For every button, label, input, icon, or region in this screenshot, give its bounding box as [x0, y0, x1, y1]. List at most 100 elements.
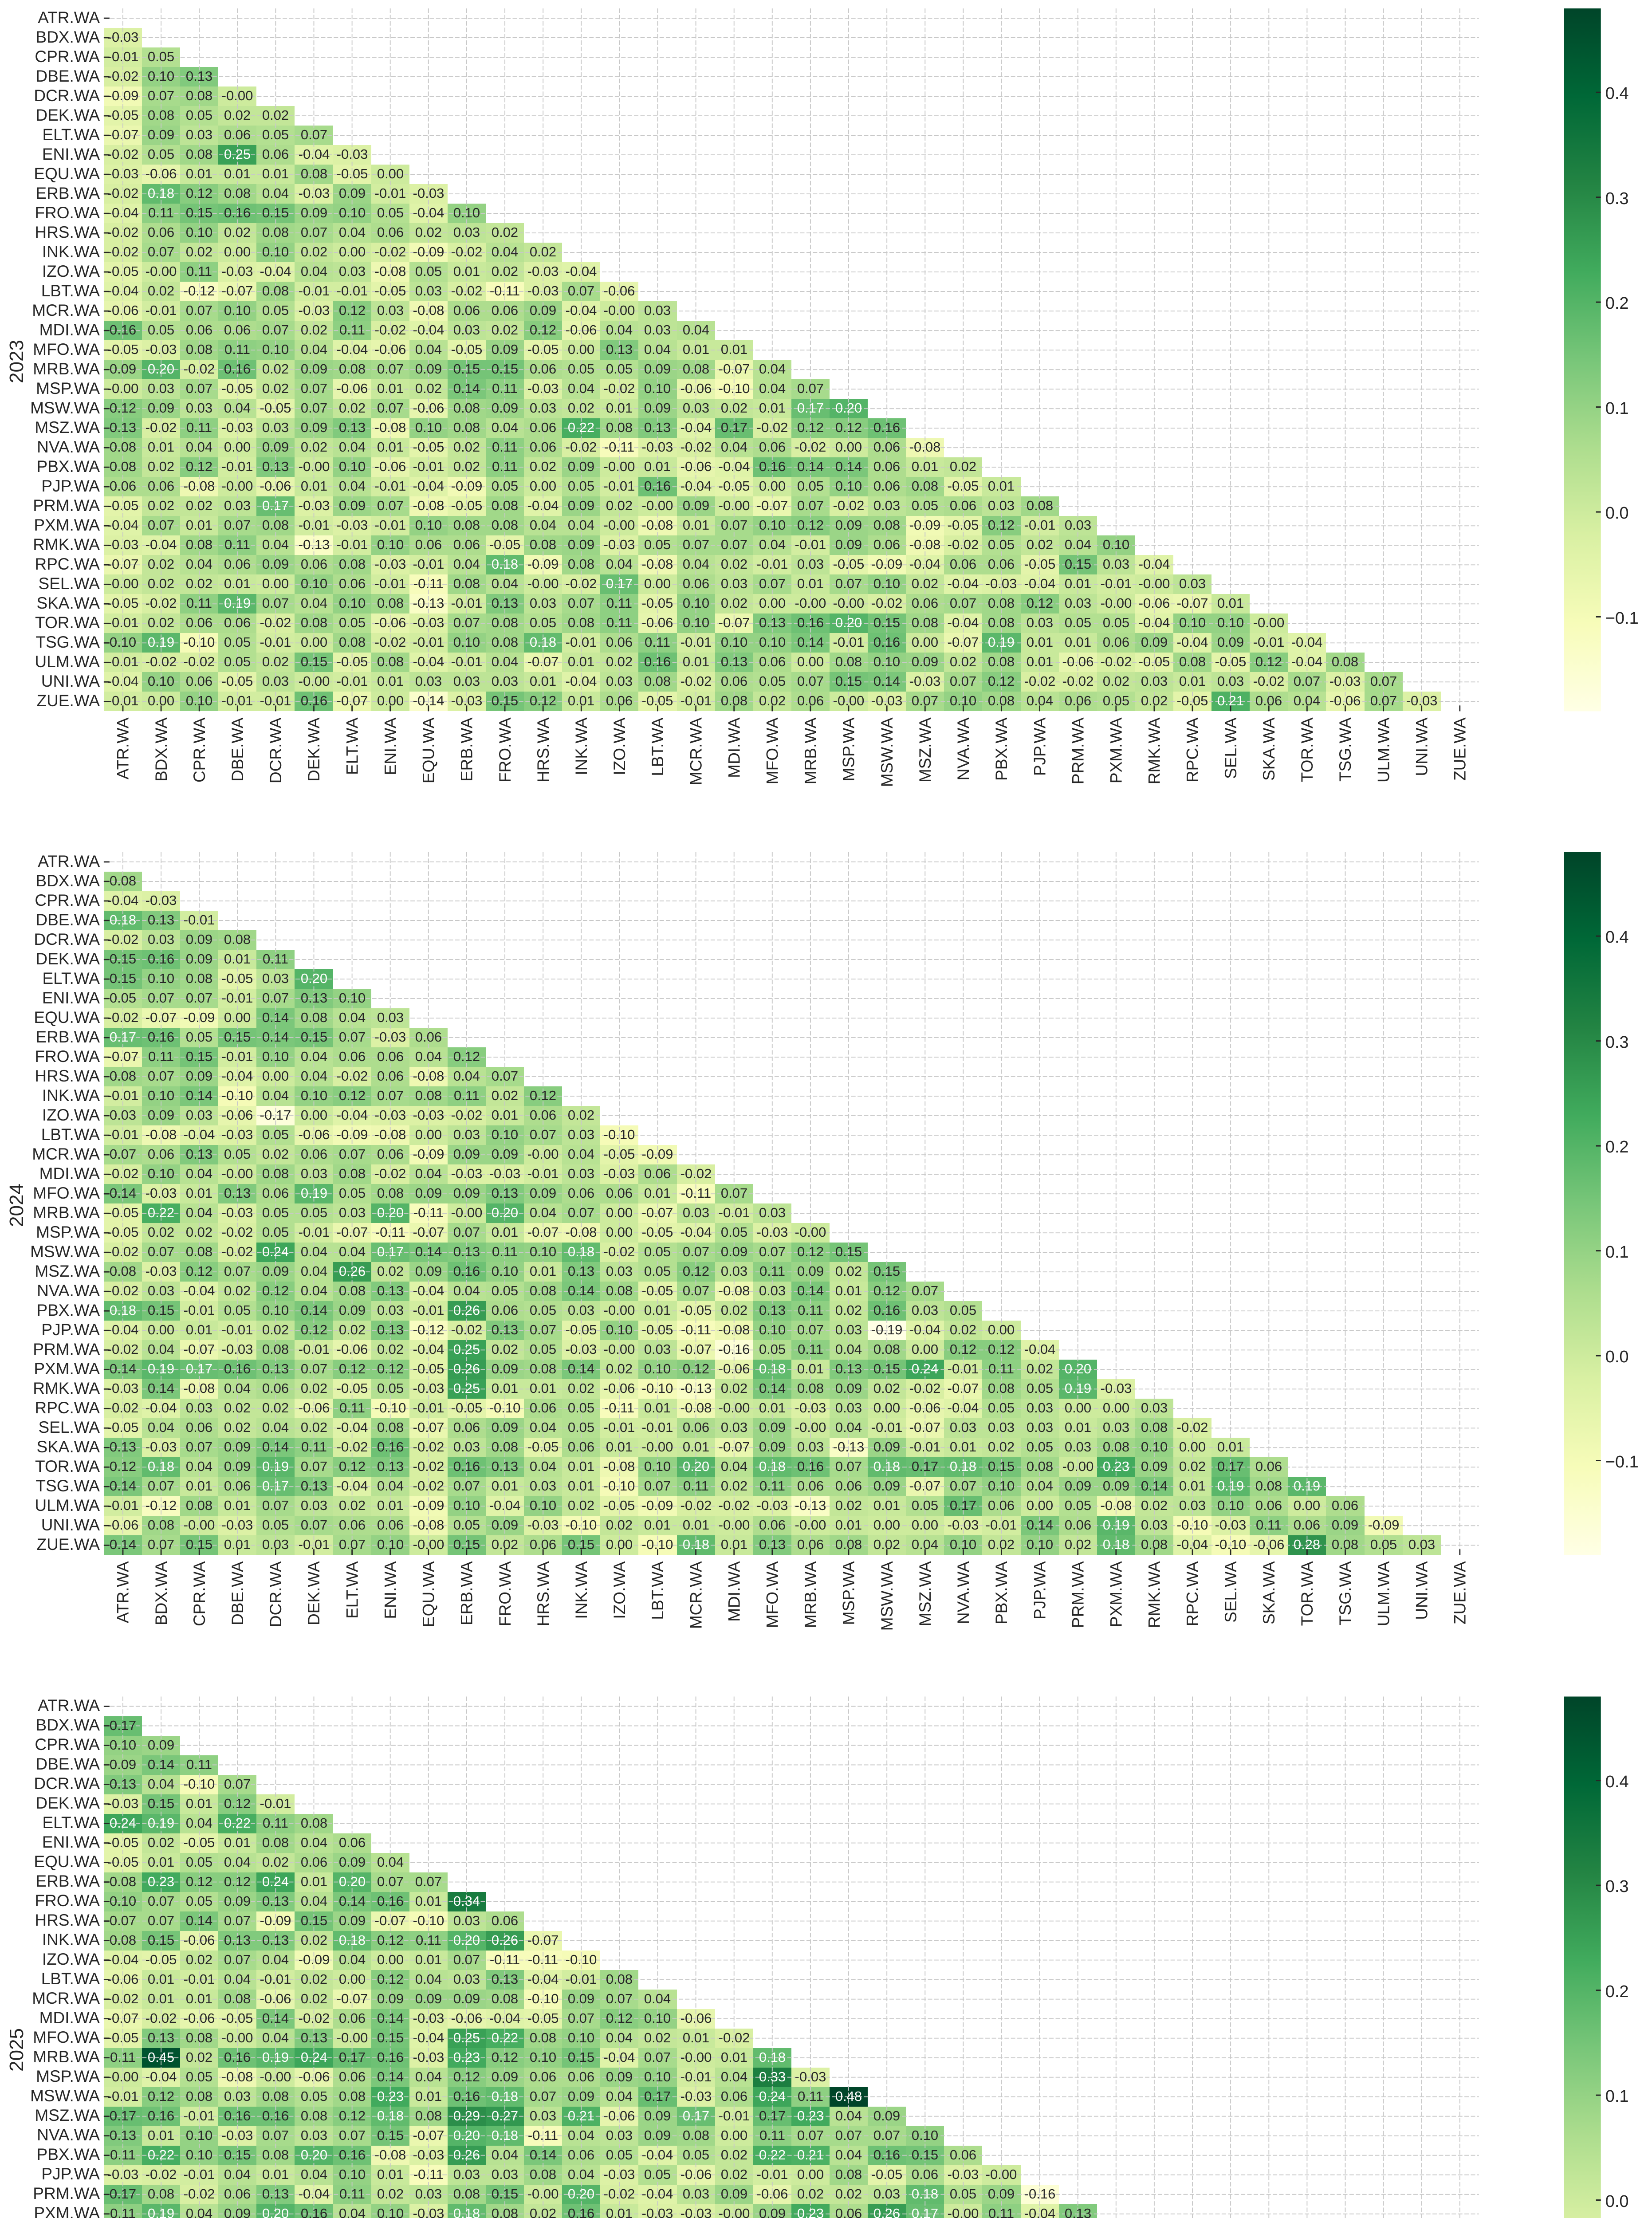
svg-text:0.04: 0.04: [339, 439, 366, 455]
svg-text:0.04: 0.04: [453, 1283, 480, 1298]
svg-text:TOR.WA: TOR.WA: [1298, 1561, 1316, 1626]
svg-text:-0.09: -0.09: [642, 1498, 673, 1513]
svg-text:0.04: 0.04: [301, 263, 327, 279]
svg-text:0.08: 0.08: [1255, 1478, 1282, 1494]
svg-text:0.04: 0.04: [492, 2147, 518, 2163]
svg-text:-0.02: -0.02: [1062, 673, 1094, 689]
svg-text:0.48: 0.48: [835, 2088, 862, 2104]
svg-text:0.05: 0.05: [453, 1517, 480, 1533]
svg-text:0.05: 0.05: [224, 1146, 251, 1162]
svg-text:0.11: 0.11: [798, 2088, 823, 2104]
svg-text:PBX.WA: PBX.WA: [992, 1561, 1011, 1624]
svg-text:0.03: 0.03: [1179, 1498, 1206, 1513]
svg-text:0.09: 0.09: [912, 654, 938, 669]
svg-text:0.14: 0.14: [568, 1283, 594, 1298]
svg-text:-0.03: -0.03: [871, 693, 903, 708]
svg-text:0.00: 0.00: [148, 693, 174, 708]
svg-text:-0.03: -0.03: [146, 1439, 177, 1455]
svg-text:0.00: 0.00: [339, 244, 366, 260]
svg-text:-0.03: -0.03: [413, 2147, 444, 2163]
svg-text:-0.01: -0.01: [719, 2108, 750, 2124]
svg-text:0.06: 0.06: [1255, 693, 1282, 708]
svg-text:-0.04: -0.04: [107, 517, 139, 533]
svg-text:0.01: 0.01: [301, 478, 327, 494]
svg-text:0.12: 0.12: [110, 1459, 136, 1474]
svg-text:0.02: 0.02: [262, 1322, 289, 1337]
svg-text:RPC.WA: RPC.WA: [35, 555, 100, 573]
svg-text:0.09: 0.09: [339, 498, 366, 513]
svg-text:-0.05: -0.05: [948, 478, 979, 494]
svg-text:0.09: 0.09: [453, 1185, 480, 1201]
svg-text:-0.03: -0.03: [642, 2206, 673, 2218]
svg-text:0.07: 0.07: [873, 2128, 900, 2143]
svg-text:0.06: 0.06: [835, 1478, 862, 1494]
svg-text:0.05: 0.05: [644, 1244, 671, 1259]
svg-text:-0.06: -0.06: [719, 1361, 750, 1376]
svg-text:0.10: 0.10: [415, 420, 442, 435]
svg-text:0.10: 0.10: [873, 654, 900, 669]
svg-text:0.07: 0.07: [453, 615, 480, 630]
svg-text:0.04: 0.04: [339, 478, 366, 494]
svg-text:0.03: 0.03: [301, 2128, 327, 2143]
svg-text:0.05: 0.05: [148, 49, 174, 64]
svg-text:0.09: 0.09: [1103, 1478, 1129, 1494]
svg-text:MSZ.WA: MSZ.WA: [916, 1561, 934, 1626]
svg-text:0.34: 0.34: [453, 1893, 480, 1909]
svg-text:0.06: 0.06: [1255, 1459, 1282, 1474]
svg-text:-0.06: -0.06: [451, 2010, 483, 2026]
svg-text:0.07: 0.07: [530, 1322, 556, 1337]
svg-text:0.07: 0.07: [683, 1283, 709, 1298]
svg-text:-0.05: -0.05: [527, 1439, 559, 1455]
svg-text:0.06: 0.06: [186, 322, 212, 338]
svg-text:-0.01: -0.01: [413, 459, 444, 474]
svg-text:0.09: 0.09: [835, 517, 862, 533]
svg-text:0.05: 0.05: [1065, 615, 1091, 630]
svg-text:0.06: 0.06: [530, 1537, 556, 1552]
svg-text:-0.03: -0.03: [413, 2206, 444, 2218]
svg-text:ENI.WA: ENI.WA: [381, 1561, 399, 1619]
svg-text:0.01: 0.01: [224, 951, 251, 967]
svg-text:0.09: 0.09: [262, 556, 289, 572]
svg-text:0.16: 0.16: [453, 1263, 480, 1279]
svg-text:0.07: 0.07: [186, 303, 212, 318]
svg-text:0.12: 0.12: [339, 1459, 366, 1474]
svg-text:0.09: 0.09: [339, 1302, 366, 1318]
svg-text:0.13: 0.13: [301, 1478, 327, 1494]
svg-text:DCR.WA: DCR.WA: [34, 1774, 100, 1793]
svg-text:0.02: 0.02: [721, 556, 747, 572]
svg-text:0.04: 0.04: [835, 2108, 862, 2124]
svg-text:SEL.WA: SEL.WA: [39, 1418, 100, 1436]
svg-text:0.04: 0.04: [301, 1893, 327, 1909]
svg-text:0.01: 0.01: [186, 166, 212, 181]
svg-text:0.01: 0.01: [1179, 1478, 1206, 1494]
svg-text:-0.02: -0.02: [107, 1244, 139, 1259]
svg-text:0.04: 0.04: [912, 1537, 938, 1552]
svg-text:0.02: 0.02: [492, 322, 518, 338]
svg-text:0.07: 0.07: [224, 1776, 251, 1792]
svg-text:0.05: 0.05: [606, 2147, 633, 2163]
svg-text:0.13: 0.13: [453, 1244, 480, 1259]
svg-text:0.08: 0.08: [377, 595, 404, 611]
svg-text:0.2: 0.2: [1605, 294, 1629, 313]
svg-text:0.03: 0.03: [186, 400, 212, 416]
svg-text:0.13: 0.13: [301, 2030, 327, 2045]
svg-text:0.19: 0.19: [988, 634, 1015, 650]
svg-text:0.03: 0.03: [339, 263, 366, 279]
svg-text:MSW.WA: MSW.WA: [878, 1561, 896, 1631]
svg-text:0.02: 0.02: [492, 1537, 518, 1552]
svg-text:0.15: 0.15: [453, 361, 480, 377]
svg-text:0.09: 0.09: [721, 1244, 747, 1259]
svg-text:0.08: 0.08: [530, 2167, 556, 2182]
svg-text:0.03: 0.03: [873, 498, 900, 513]
svg-text:0.10: 0.10: [339, 595, 366, 611]
svg-text:-0.03: -0.03: [299, 185, 330, 201]
svg-text:0.16: 0.16: [110, 322, 136, 338]
svg-text:-0.04: -0.04: [909, 556, 941, 572]
svg-text:0.13: 0.13: [568, 1263, 594, 1279]
svg-text:-0.11: -0.11: [528, 1952, 558, 1967]
svg-text:0.04: 0.04: [492, 244, 518, 260]
svg-text:MSZ.WA: MSZ.WA: [35, 418, 100, 437]
svg-text:0.07: 0.07: [339, 2128, 366, 2143]
svg-text:0.16: 0.16: [759, 459, 786, 474]
svg-text:0.03: 0.03: [224, 2088, 251, 2104]
